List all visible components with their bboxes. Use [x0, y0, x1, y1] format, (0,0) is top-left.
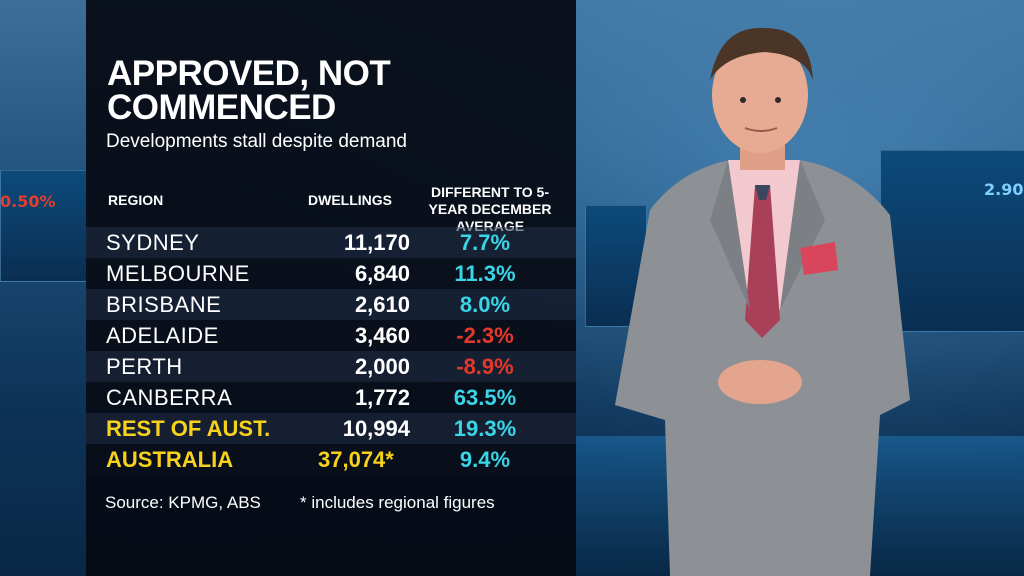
graphic-title: APPROVED, NOT COMMENCED — [107, 54, 391, 127]
table-row-bg — [86, 289, 576, 320]
background-screen-right — [880, 150, 1024, 332]
table-cell-diff: -2.3% — [456, 323, 514, 348]
table-row-bg — [86, 382, 576, 413]
table-cell-dwellings: 37,074* — [318, 447, 394, 472]
table-cell-region: REST OF AUST. — [106, 416, 271, 441]
table-row-bg — [86, 227, 576, 258]
background-ticker-right: 2.90 — [984, 180, 1024, 199]
background-screen-left — [0, 170, 88, 282]
table-cell-dwellings: 2,000 — [354, 354, 410, 379]
graphic-subtitle: Developments stall despite demand — [106, 131, 408, 152]
table-cell-diff: -8.9% — [456, 354, 514, 379]
table-row-bg — [86, 320, 576, 351]
table-row-bg — [86, 258, 576, 289]
column-header-region: REGION — [108, 192, 164, 208]
table-cell-dwellings: 1,772 — [354, 385, 410, 410]
table-cell-diff: 19.3% — [453, 416, 517, 441]
table-cell-diff: 9.4% — [459, 447, 511, 472]
table-cell-dwellings: 2,610 — [354, 292, 410, 317]
table-cell-region: CANBERRA — [106, 385, 233, 410]
table-row-bg — [86, 351, 576, 382]
table-cell-diff: 8.0% — [459, 292, 511, 317]
presenter-image — [615, 27, 910, 576]
table-cell-diff: 63.5% — [453, 385, 517, 410]
info-panel — [86, 0, 576, 576]
table-cell-dwellings: 10,994 — [342, 416, 410, 441]
column-header-dwellings: DWELLINGS — [308, 192, 392, 208]
background-ticker-left: 0.50% — [0, 192, 56, 211]
table-cell-region: MELBOURNE — [106, 261, 250, 286]
table-cell-diff: 7.7% — [459, 230, 511, 255]
table-row-bg — [86, 413, 576, 444]
table-cell-dwellings: 3,460 — [354, 323, 410, 348]
footnote: * includes regional figures — [300, 493, 495, 512]
table-cell-dwellings: 6,840 — [354, 261, 410, 286]
table-cell-dwellings: 11,170 — [343, 230, 410, 255]
table-cell-region: PERTH — [106, 354, 183, 379]
source-note: Source: KPMG, ABS — [105, 493, 261, 512]
table-cell-region: ADELAIDE — [106, 323, 219, 348]
table-cell-diff: 11.3% — [454, 261, 516, 286]
table-cell-region: BRISBANE — [106, 292, 222, 317]
table-row-bg — [86, 444, 576, 475]
table-cell-region: AUSTRALIA — [106, 447, 234, 472]
table-cell-region: SYDNEY — [106, 230, 200, 255]
